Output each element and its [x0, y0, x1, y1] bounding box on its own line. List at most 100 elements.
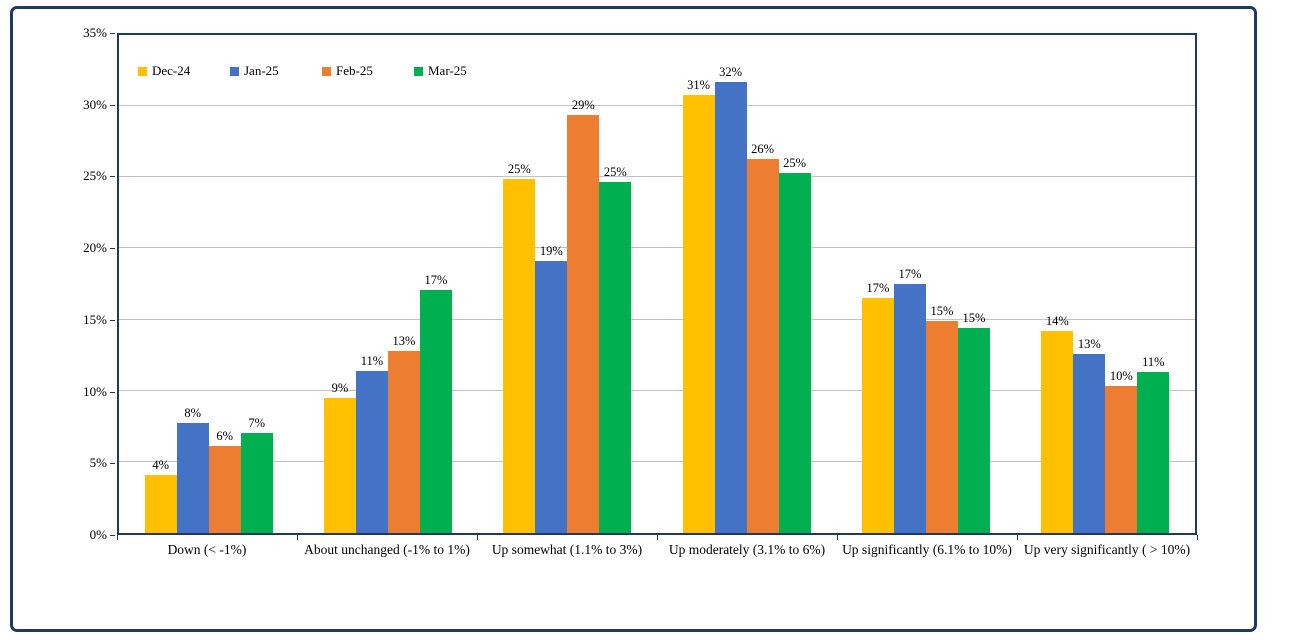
bar-value-label: 17%	[898, 267, 922, 281]
legend-item-mar-25: Mar-25	[414, 63, 472, 79]
bar-value-label: 11%	[360, 353, 384, 368]
bar-jan-25: 19%	[535, 244, 568, 533]
bar-mar-25: 25%	[599, 165, 632, 533]
x-axis-tick-mark	[1197, 535, 1198, 540]
gridline	[119, 460, 1195, 462]
bar-value-label: 14%	[1045, 313, 1069, 328]
bar-value-label: 13%	[1077, 336, 1101, 351]
bar-jan-25: 32%	[714, 65, 747, 533]
bar-group: 9% 11% 13% 17%	[298, 35, 477, 533]
legend-swatch-icon	[414, 66, 423, 76]
x-axis-category-label: Up very significantly ( > 10%)	[1023, 542, 1191, 557]
bar-value-label: 25%	[507, 161, 531, 176]
legend-item-jan-25: Jan-25	[230, 63, 288, 79]
bar-feb-25: 15%	[925, 304, 958, 533]
bar-jan-25: 17%	[893, 267, 926, 533]
legend: Dec-24 Jan-25 Feb-25 Mar-25	[138, 63, 506, 79]
legend-swatch-icon	[138, 66, 147, 76]
x-axis-category-label: About unchanged (-1% to 1%)	[304, 542, 470, 557]
legend-item-dec-24: Dec-24	[138, 63, 196, 79]
bar-mar-25: 15%	[957, 311, 990, 533]
bar-value-label: 7%	[248, 416, 265, 431]
bar-value-label: 26%	[751, 141, 775, 156]
legend-label: Feb-25	[336, 63, 373, 78]
bar-value-label: 29%	[571, 97, 595, 112]
bar-group: 25% 19% 29% 25%	[478, 35, 657, 533]
bar-dec-24: 31%	[682, 78, 715, 533]
x-axis-category-labels: Down (< -1%) About unchanged (-1% to 1%) U…	[117, 542, 1197, 558]
x-axis-tick-mark	[117, 535, 118, 540]
y-axis-tick-label: 25%	[83, 168, 107, 184]
y-axis-tick-mark	[110, 535, 115, 536]
bar-groups: 4% 8% 6% 7% 9% 11% 13% 17% 25% 19% 29% 25% 31% 32% 26%…	[119, 35, 1195, 533]
bar-dec-24: 4%	[144, 458, 177, 533]
y-axis-tick-mark	[110, 463, 115, 465]
bar-value-label: 17%	[424, 272, 448, 287]
legend-label: Dec-24	[152, 63, 191, 78]
legend-item-feb-25: Feb-25	[322, 63, 380, 79]
bar-value-label: 9%	[331, 380, 349, 395]
bar-jan-25: 11%	[355, 354, 388, 533]
bar-value-label: 4%	[152, 457, 169, 472]
bar-mar-25: 25%	[778, 156, 811, 533]
bar-group: 31% 32% 26% 25%	[657, 35, 836, 533]
y-axis-tick-mark	[110, 176, 115, 178]
y-axis-tick-label: 5%	[89, 455, 107, 471]
y-axis-tick-mark	[110, 33, 115, 34]
y-axis-tick-mark	[110, 391, 115, 393]
bar-mar-25: 17%	[419, 273, 452, 533]
y-axis-tick-label: 15%	[83, 311, 107, 327]
legend-label: Mar-25	[428, 63, 467, 78]
bar-value-label: 25%	[783, 156, 807, 171]
bar-feb-25: 10%	[1105, 369, 1138, 533]
y-axis-tick-label: 35%	[83, 25, 107, 40]
bar-feb-25: 26%	[746, 142, 779, 533]
y-axis-tick-label: 10%	[83, 383, 107, 399]
y-axis-tick-mark	[110, 248, 115, 250]
bar-mar-25: 11%	[1137, 355, 1170, 533]
legend-swatch-icon	[230, 66, 239, 76]
x-axis-category-label: Up moderately (3.1% to 6%)	[668, 542, 826, 557]
bar-value-label: 15%	[930, 304, 954, 318]
y-axis-tick-mark	[110, 319, 115, 321]
bar-value-label: 32%	[719, 64, 743, 79]
bar-value-label: 11%	[1142, 355, 1165, 370]
bar-value-label: 13%	[392, 333, 416, 348]
chart-frame: 0% 5% 10% 15% 20% 25% 30% 35% 4% 8% 6% 7% 9% 11% 13% 1…	[10, 6, 1257, 632]
gridline	[119, 105, 1195, 107]
x-axis-tick-mark	[657, 535, 658, 540]
gridline	[119, 318, 1195, 320]
bar-value-label: 25%	[603, 164, 627, 179]
y-axis-tick-mark	[110, 104, 115, 106]
bar-value-label: 31%	[687, 77, 711, 92]
bar-group: 17% 17% 15% 15%	[836, 35, 1015, 533]
bar-dec-24: 9%	[323, 381, 356, 533]
bar-mar-25: 7%	[240, 416, 273, 533]
bar-value-label: 10%	[1109, 369, 1133, 384]
x-axis-category-label: Up significantly (6.1% to 10%)	[842, 542, 1012, 557]
legend-swatch-icon	[322, 66, 331, 76]
bar-value-label: 6%	[216, 429, 233, 444]
bar-feb-25: 13%	[387, 334, 420, 533]
bar-feb-25: 29%	[567, 98, 600, 533]
bar-value-label: 17%	[866, 281, 890, 296]
gridline	[119, 247, 1195, 249]
plot-area: 4% 8% 6% 7% 9% 11% 13% 17% 25% 19% 29% 25% 31% 32% 26%…	[117, 33, 1197, 535]
bar-group: 4% 8% 6% 7%	[119, 35, 298, 533]
y-axis-tick-label: 30%	[83, 96, 107, 112]
x-axis-tick-mark	[1017, 535, 1018, 540]
bar-feb-25: 6%	[208, 429, 241, 533]
bar-dec-24: 25%	[503, 162, 536, 533]
bar-value-label: 8%	[184, 406, 201, 421]
bar-value-label: 19%	[539, 244, 563, 259]
gridline	[119, 176, 1195, 178]
x-axis-tick-mark	[297, 535, 298, 540]
x-axis-category-label: Up somewhat (1.1% to 3%)	[491, 542, 643, 557]
y-axis-tick-label: 0%	[89, 527, 107, 542]
x-axis-tick-mark	[477, 535, 478, 540]
bar-value-label: 15%	[962, 311, 986, 326]
bar-group: 14% 13% 10% 11%	[1016, 35, 1195, 533]
legend-label: Jan-25	[244, 63, 279, 78]
bar-dec-24: 17%	[861, 281, 894, 533]
x-axis-category-label: Down (< -1%)	[167, 542, 247, 557]
